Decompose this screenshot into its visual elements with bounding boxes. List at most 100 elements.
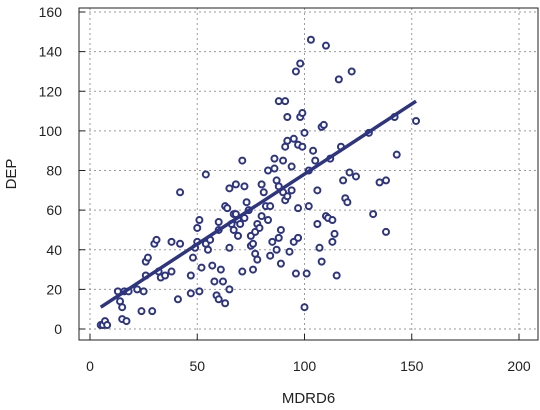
data-point <box>274 97 283 106</box>
data-point <box>291 67 300 76</box>
data-point <box>309 146 318 155</box>
data-point <box>238 156 247 165</box>
data-point <box>225 285 234 294</box>
data-point <box>259 188 268 197</box>
data-point <box>345 168 354 177</box>
data-point <box>294 204 303 213</box>
data-point <box>176 239 185 248</box>
data-point <box>328 216 337 225</box>
y-tick-label: 20 <box>46 281 62 297</box>
data-point <box>122 317 131 326</box>
data-point <box>291 269 300 278</box>
data-point <box>283 136 292 145</box>
data-point <box>161 271 170 280</box>
data-point <box>234 231 243 240</box>
data-point <box>392 150 401 159</box>
data-point <box>328 237 337 246</box>
data-point <box>133 285 142 294</box>
data-point <box>249 239 258 248</box>
data-point <box>195 287 204 296</box>
data-point <box>186 271 195 280</box>
data-point <box>276 225 285 234</box>
data-point <box>143 253 152 262</box>
data-point <box>266 251 275 260</box>
data-point <box>270 154 279 163</box>
y-tick-label: 140 <box>39 44 63 60</box>
data-point <box>382 227 391 236</box>
data-point <box>270 164 279 173</box>
y-axis: 0 20 40 60 80 100 120 140 160 <box>39 4 85 337</box>
data-point <box>236 219 245 228</box>
data-point <box>264 166 273 175</box>
x-tick-label: 150 <box>400 358 424 374</box>
x-tick-label: 0 <box>86 358 94 374</box>
data-point <box>231 180 240 189</box>
data-point <box>118 303 127 312</box>
data-point <box>240 182 249 191</box>
data-point <box>285 247 294 256</box>
data-point <box>214 295 223 304</box>
data-point <box>139 287 148 296</box>
data-point <box>375 178 384 187</box>
data-point <box>274 233 283 242</box>
data-point <box>339 176 348 185</box>
data-point <box>167 237 176 246</box>
data-point <box>283 192 292 201</box>
data-point <box>257 212 266 221</box>
y-tick-label: 100 <box>39 123 63 139</box>
data-point <box>300 128 309 137</box>
data-point <box>369 210 378 219</box>
data-point <box>264 216 273 225</box>
data-point <box>152 235 161 244</box>
x-tick-label: 200 <box>507 358 531 374</box>
data-point <box>313 186 322 195</box>
data-point <box>201 170 210 179</box>
y-tick-label: 80 <box>46 163 62 179</box>
data-point <box>167 267 176 276</box>
data-point <box>343 198 352 207</box>
data-point <box>242 198 251 207</box>
data-point <box>279 156 288 165</box>
data-point <box>103 321 112 330</box>
data-point <box>193 223 202 232</box>
data-point <box>210 277 219 286</box>
x-tick-label: 100 <box>293 358 317 374</box>
data-point <box>266 202 275 211</box>
data-point <box>382 176 391 185</box>
data-point <box>294 233 303 242</box>
data-point <box>412 116 421 125</box>
x-tick-label: 50 <box>189 358 205 374</box>
data-point <box>298 109 307 118</box>
y-axis-label: DEP <box>3 159 20 190</box>
y-tick-label: 160 <box>39 4 63 20</box>
data-point <box>347 67 356 76</box>
y-tick-label: 120 <box>39 83 63 99</box>
grid <box>79 8 538 340</box>
data-point <box>173 295 182 304</box>
data-point <box>272 245 281 254</box>
data-point <box>249 265 258 274</box>
y-tick-label: 40 <box>46 242 62 258</box>
data-point <box>186 289 195 298</box>
data-point <box>287 162 296 171</box>
data-point <box>296 59 305 68</box>
y-tick-label: 60 <box>46 202 62 218</box>
plot-frame <box>78 7 539 341</box>
x-axis: 0 50 100 150 200 <box>86 334 531 374</box>
data-point <box>332 271 341 280</box>
data-point <box>304 202 313 211</box>
data-point <box>281 97 290 106</box>
data-point <box>188 253 197 262</box>
data-point <box>176 188 185 197</box>
data-point <box>255 223 264 232</box>
data-point <box>214 218 223 227</box>
data-point <box>289 134 298 143</box>
data-point <box>313 219 322 228</box>
data-point <box>225 184 234 193</box>
data-point <box>268 237 277 246</box>
y-tick-label: 0 <box>54 321 62 337</box>
data-point <box>321 41 330 50</box>
x-axis-label: MDRD6 <box>282 390 335 407</box>
data-point <box>276 259 285 268</box>
